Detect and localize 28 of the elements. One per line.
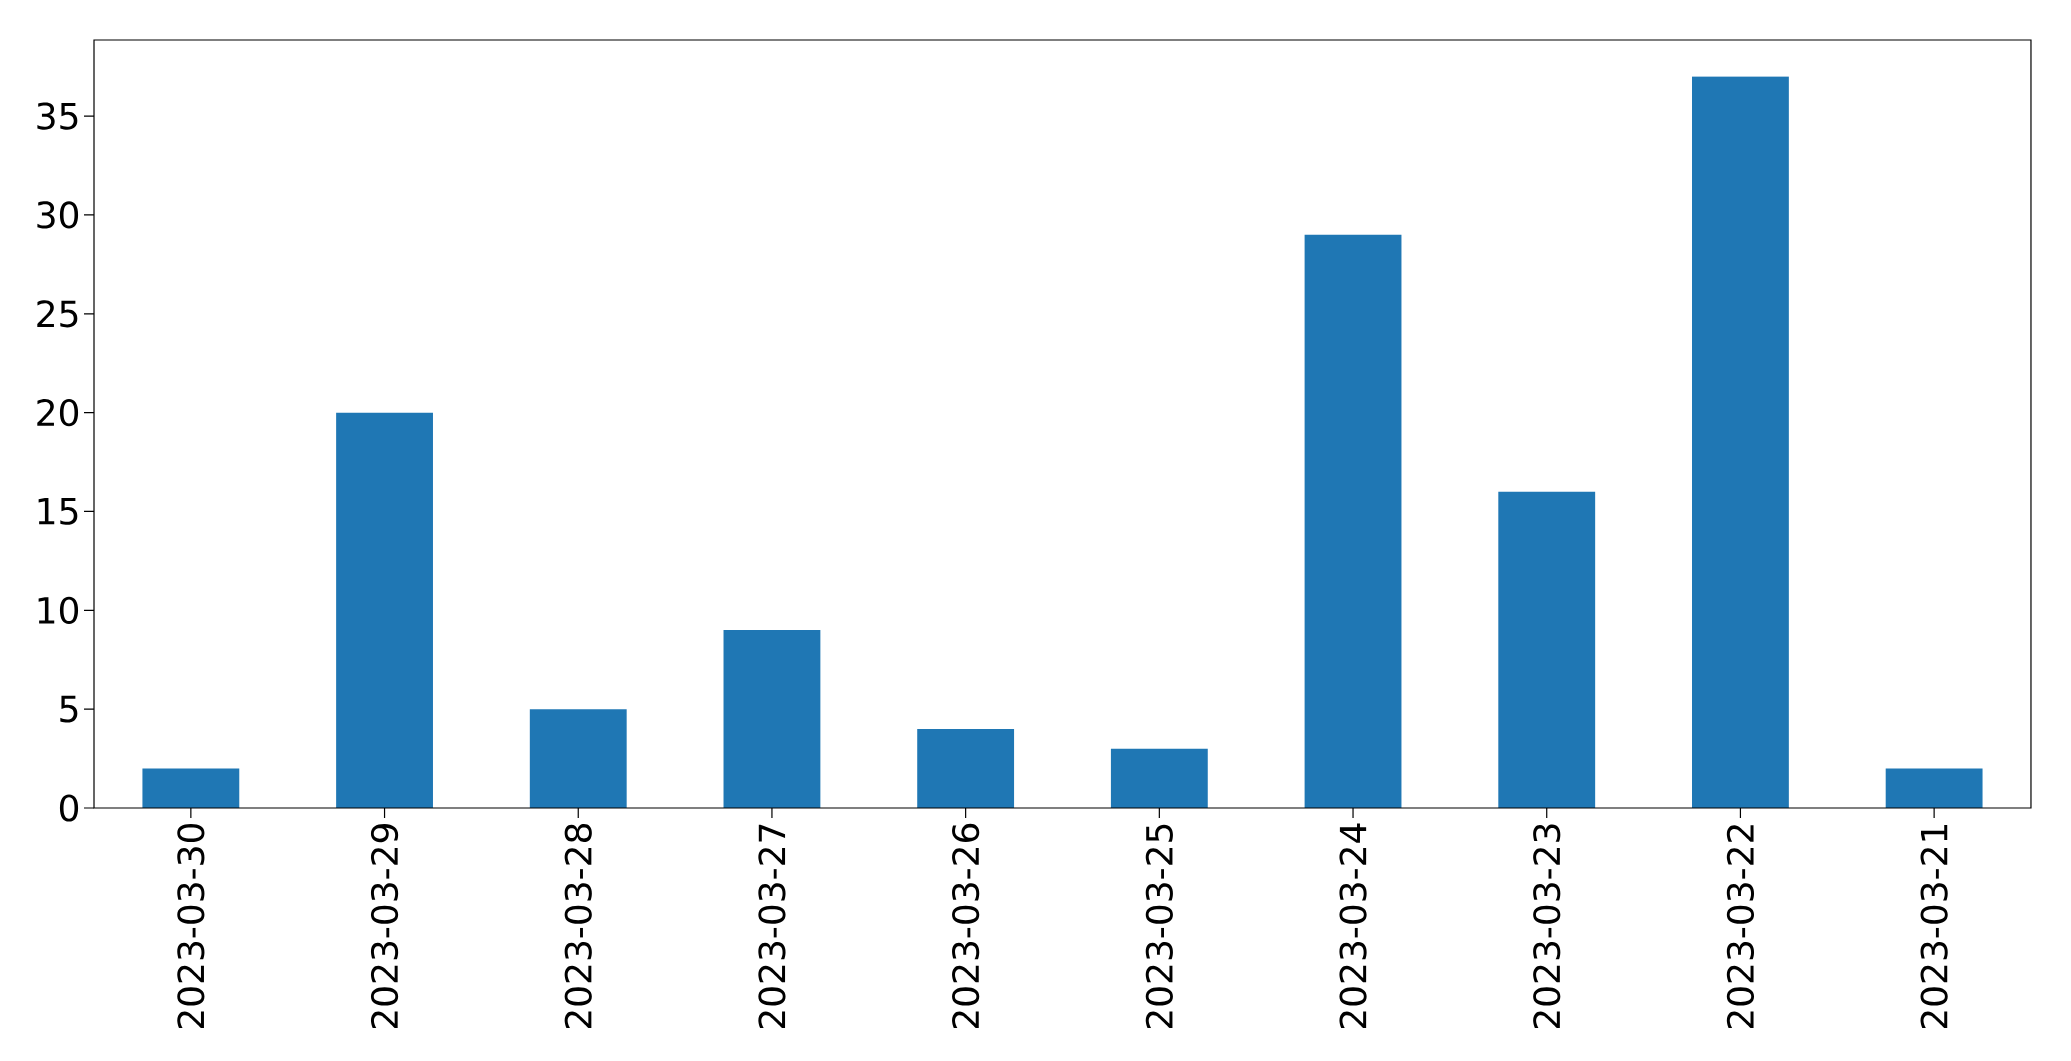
bar xyxy=(529,709,627,808)
x-tick-label: 2023-03-29 xyxy=(370,824,399,1029)
x-tick-label: 2023-03-26 xyxy=(952,823,980,1029)
y-tick-label: 10 xyxy=(38,596,79,624)
y-tick-label: 25 xyxy=(37,300,78,328)
bar xyxy=(1498,491,1596,808)
bar xyxy=(1885,768,1983,808)
bar xyxy=(1110,748,1208,808)
bar xyxy=(723,630,821,808)
y-tick-label: 30 xyxy=(37,201,79,229)
x-tick-label: 2023-03-24 xyxy=(1339,823,1367,1029)
y-tick-label: 35 xyxy=(37,102,78,130)
x-tick-label: 2023-03-28 xyxy=(564,824,592,1029)
y-tick-label: 5 xyxy=(60,695,78,723)
y-tick-label: 20 xyxy=(37,399,79,427)
bar xyxy=(1692,76,1789,808)
x-tick-label: 2023-03-22 xyxy=(1726,825,1755,1029)
y-tick-label: 15 xyxy=(38,498,78,525)
x-tick-label: 2023-03-23 xyxy=(1533,824,1561,1029)
bar xyxy=(917,728,1015,808)
bar xyxy=(336,412,433,808)
bar xyxy=(1304,234,1402,808)
bar xyxy=(142,768,240,808)
x-tick-label: 2023-03-21 xyxy=(1920,824,1948,1029)
y-tick-label: 0 xyxy=(59,794,79,822)
x-tick-label: 2023-03-25 xyxy=(1145,824,1173,1029)
x-tick-label: 2023-03-27 xyxy=(758,824,786,1029)
x-tick-label: 2023-03-30 xyxy=(177,823,205,1029)
